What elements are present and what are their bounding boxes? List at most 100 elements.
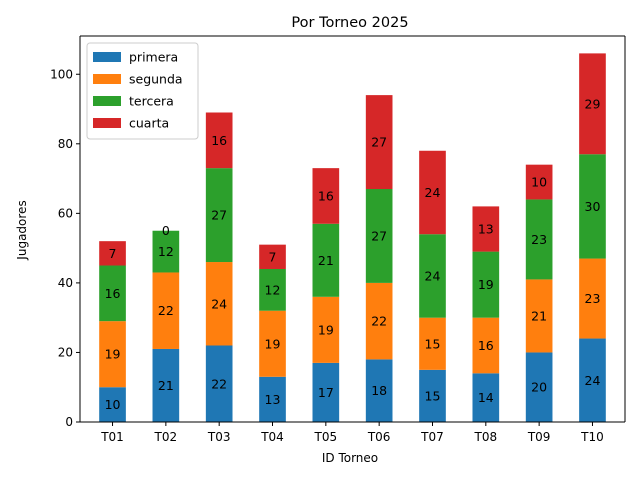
bar-segunda-T08 [472, 317, 500, 374]
data-label-primera-T02: 21 [158, 378, 174, 393]
bar-cuarta-T05 [312, 168, 340, 224]
bars-layer [99, 53, 606, 422]
data-label-tercera-T04: 12 [265, 282, 281, 297]
data-label-primera-T04: 13 [265, 392, 281, 407]
bar-cuarta-T04 [259, 244, 286, 269]
bar-segunda-T04 [259, 310, 286, 377]
bar-tercera-T02 [152, 230, 180, 273]
bar-segunda-T10 [579, 258, 606, 339]
legend-label-tercera: tercera [129, 94, 174, 109]
data-label-cuarta-T07: 24 [425, 185, 441, 200]
bar-segunda-T07 [419, 317, 446, 370]
data-label-primera-T01: 10 [105, 397, 121, 412]
bar-cuarta-T06 [365, 95, 393, 190]
data-label-segunda-T01: 19 [105, 347, 121, 362]
bar-segunda-T01 [99, 321, 126, 388]
data-label-cuarta-T09: 10 [531, 175, 547, 190]
legend-swatch-primera [93, 52, 121, 62]
data-label-cuarta-T04: 7 [269, 249, 277, 264]
x-tick-label-T04: T04 [260, 430, 284, 444]
bar-tercera-T05 [312, 223, 340, 297]
bar-segunda-T03 [205, 262, 233, 346]
bar-cuarta-T08 [472, 206, 500, 252]
x-tick-label-T09: T09 [527, 430, 551, 444]
y-tick-label-0: 0 [65, 415, 73, 429]
data-label-cuarta-T06: 27 [371, 135, 387, 150]
legend-swatch-segunda [93, 74, 121, 84]
legend-swatch-tercera [93, 96, 121, 106]
data-label-primera-T07: 15 [425, 388, 441, 403]
x-tick-label-T05: T05 [314, 430, 338, 444]
bar-primera-T08 [472, 373, 500, 422]
x-tick-label-T07: T07 [420, 430, 444, 444]
data-label-segunda-T03: 24 [211, 296, 227, 311]
bar-primera-T06 [365, 359, 393, 422]
x-tick-label-T03: T03 [207, 430, 231, 444]
data-label-tercera-T08: 19 [478, 277, 494, 292]
y-tick-label-100: 100 [50, 67, 73, 81]
y-tick-label-40: 40 [58, 276, 73, 290]
data-label-tercera-T05: 21 [318, 253, 334, 268]
data-label-tercera-T06: 27 [371, 228, 387, 243]
bar-primera-T05 [312, 362, 340, 422]
data-label-cuarta-T03: 16 [211, 133, 227, 148]
bar-primera-T07 [419, 369, 446, 422]
data-label-tercera-T01: 16 [105, 286, 121, 301]
bar-segunda-T09 [525, 279, 553, 353]
x-tick-label-T08: T08 [474, 430, 498, 444]
data-label-cuarta-T08: 13 [478, 222, 494, 237]
legend-swatch-cuarta [93, 118, 121, 128]
data-label-primera-T10: 24 [585, 373, 601, 388]
x-axis-title: ID Torneo [322, 451, 378, 465]
bar-tercera-T01 [99, 265, 126, 322]
data-label-segunda-T05: 19 [318, 322, 334, 337]
data-labels-layer: 10 19 16 7 21 22 12 0 22 24 27 16 13 19 12 7 17 19 21 16 18 2… [105, 96, 601, 412]
data-label-tercera-T07: 24 [425, 268, 441, 283]
y-tick-label-20: 20 [58, 345, 73, 359]
legend-label-primera: primera [129, 50, 178, 65]
legend: primera segunda tercera cuarta [86, 42, 199, 140]
data-label-segunda-T02: 22 [158, 303, 174, 318]
bar-tercera-T07 [419, 234, 446, 318]
bar-primera-T09 [525, 352, 553, 422]
data-label-segunda-T04: 19 [265, 336, 281, 351]
data-label-cuarta-T02: 0 [162, 223, 170, 238]
data-label-segunda-T07: 15 [425, 336, 441, 351]
bar-cuarta-T01 [99, 241, 126, 266]
data-label-segunda-T10: 23 [585, 291, 601, 306]
data-label-primera-T08: 14 [478, 390, 494, 405]
bar-cuarta-T10 [579, 53, 606, 155]
bar-segunda-T06 [365, 282, 393, 360]
data-label-segunda-T08: 16 [478, 338, 494, 353]
bar-tercera-T09 [525, 199, 553, 280]
data-label-primera-T09: 20 [531, 380, 547, 395]
bar-primera-T02 [152, 348, 180, 422]
data-label-segunda-T06: 22 [371, 314, 387, 329]
bar-tercera-T06 [365, 189, 393, 283]
data-label-cuarta-T05: 16 [318, 188, 334, 203]
bar-primera-T01 [99, 387, 126, 422]
bar-cuarta-T09 [525, 164, 553, 200]
x-tick-label-T10: T10 [580, 430, 604, 444]
x-tick-label-T06: T06 [367, 430, 391, 444]
bar-tercera-T03 [205, 168, 233, 263]
bar-cuarta-T07 [419, 150, 446, 235]
y-tick-label-80: 80 [58, 137, 73, 151]
bar-tercera-T08 [472, 251, 500, 318]
chart-title: Por Torneo 2025 [291, 15, 408, 31]
data-label-primera-T06: 18 [371, 383, 387, 398]
x-tick-label-T01: T01 [100, 430, 124, 444]
data-label-primera-T03: 22 [211, 376, 227, 391]
bar-segunda-T02 [152, 272, 180, 349]
y-tick-label-60: 60 [58, 206, 73, 220]
bar-segunda-T05 [312, 296, 340, 363]
data-label-tercera-T02: 12 [158, 244, 174, 259]
data-label-cuarta-T10: 29 [585, 96, 601, 111]
bar-primera-T10 [579, 338, 606, 422]
data-label-tercera-T10: 30 [585, 199, 601, 214]
x-tick-label-T02: T02 [154, 430, 178, 444]
y-axis-title: Jugadores [15, 200, 29, 260]
